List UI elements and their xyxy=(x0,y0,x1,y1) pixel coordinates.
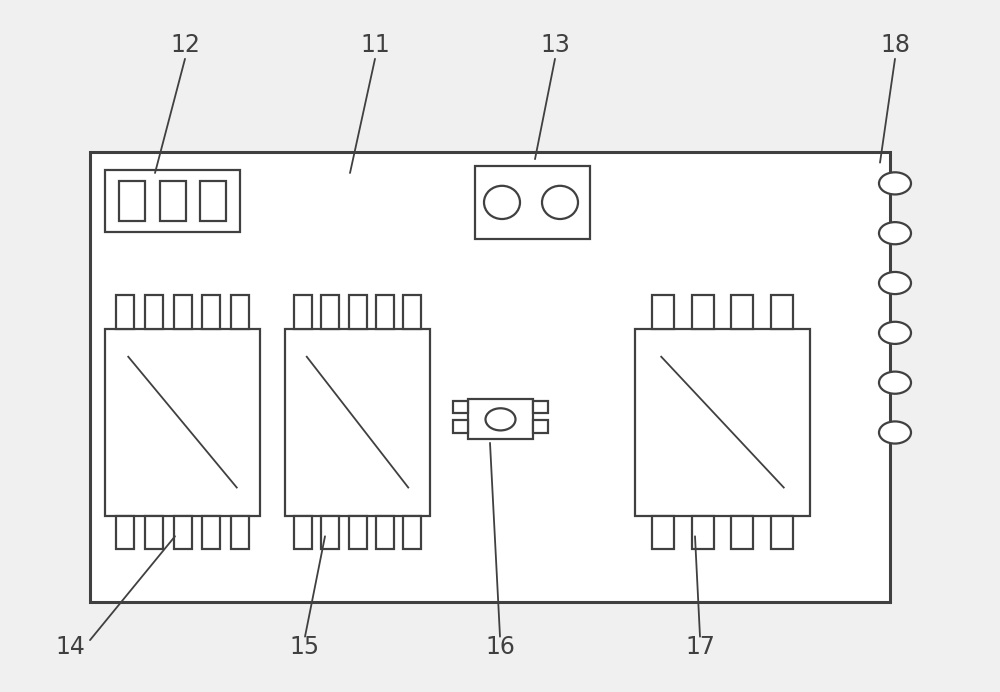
Bar xyxy=(652,295,674,329)
Ellipse shape xyxy=(542,185,578,219)
Bar xyxy=(652,516,674,549)
Circle shape xyxy=(879,172,911,194)
Text: 18: 18 xyxy=(880,33,910,57)
Bar xyxy=(376,516,394,549)
Bar xyxy=(635,329,810,516)
Bar xyxy=(231,295,249,329)
Bar xyxy=(294,295,312,329)
Bar xyxy=(231,516,249,549)
Bar xyxy=(119,181,145,221)
Bar xyxy=(200,181,226,221)
Bar xyxy=(475,166,590,239)
Bar xyxy=(731,516,753,549)
Bar xyxy=(349,516,366,549)
Bar xyxy=(453,401,468,413)
Circle shape xyxy=(879,222,911,244)
Bar xyxy=(145,516,163,549)
Ellipse shape xyxy=(484,185,520,219)
Bar xyxy=(105,170,240,232)
Bar xyxy=(692,295,714,329)
Ellipse shape xyxy=(486,408,516,430)
Bar xyxy=(321,516,339,549)
Bar xyxy=(294,516,312,549)
Bar xyxy=(285,329,430,516)
Text: 11: 11 xyxy=(360,33,390,57)
Bar xyxy=(403,295,421,329)
Bar xyxy=(349,295,366,329)
Circle shape xyxy=(879,272,911,294)
Bar xyxy=(692,516,714,549)
Bar xyxy=(174,516,192,549)
Bar xyxy=(145,295,163,329)
Circle shape xyxy=(879,372,911,394)
Bar xyxy=(771,516,793,549)
Text: 14: 14 xyxy=(55,635,85,659)
Bar xyxy=(160,181,186,221)
Bar xyxy=(468,399,533,439)
Bar xyxy=(533,420,548,432)
Text: 16: 16 xyxy=(485,635,515,659)
Text: 13: 13 xyxy=(540,33,570,57)
Bar xyxy=(453,420,468,432)
Bar xyxy=(403,516,421,549)
Text: 17: 17 xyxy=(685,635,715,659)
Bar xyxy=(771,295,793,329)
Bar xyxy=(202,295,220,329)
Bar xyxy=(90,152,890,602)
Bar xyxy=(731,295,753,329)
Bar xyxy=(174,295,192,329)
Bar xyxy=(116,516,134,549)
Bar xyxy=(376,295,394,329)
Text: 12: 12 xyxy=(170,33,200,57)
Circle shape xyxy=(879,421,911,444)
Text: 15: 15 xyxy=(290,635,320,659)
Bar xyxy=(116,295,134,329)
Bar xyxy=(202,516,220,549)
Bar xyxy=(105,329,260,516)
Circle shape xyxy=(879,322,911,344)
Bar xyxy=(321,295,339,329)
Bar xyxy=(533,401,548,413)
